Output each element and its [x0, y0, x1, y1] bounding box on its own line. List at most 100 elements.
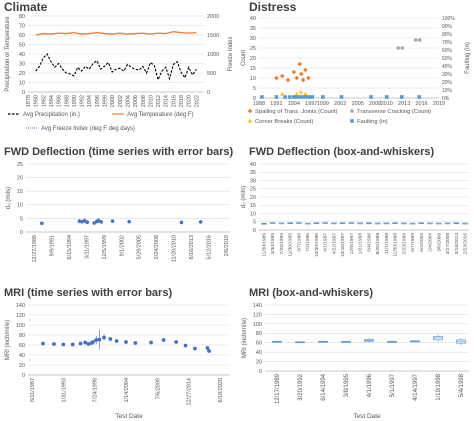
x-tick-label: 2010 [381, 101, 393, 107]
data-point-1 [306, 75, 311, 81]
data-point-2 [413, 38, 418, 42]
x-axis-label: Test Date [115, 413, 143, 420]
distress-chart: 0 5 10 15 20 25 30 35 40 0% 10% 20% 30% 40% 50% 60% 70% 8… [241, 16, 471, 125]
y-tick-label: 40 [250, 16, 256, 22]
x-tick-label: 1994 [87, 95, 93, 107]
y2-axis-label: Freeze Index [228, 36, 234, 71]
fwd-ts-panel: FWD Deflection (time series with error b… [0, 146, 237, 263]
x-tick-label: 9/1/2002 [119, 235, 125, 256]
data-point [127, 219, 131, 224]
data-point-3 [294, 91, 299, 96]
data-point-1 [274, 75, 279, 81]
data-point [174, 340, 179, 344]
x-tick-label: 1/14/2004 [124, 378, 130, 402]
y-tick-label: 15 [250, 66, 256, 72]
data-point [108, 337, 113, 341]
x-tick-label: 2006 [133, 95, 139, 107]
data-point [85, 220, 90, 225]
data-point [99, 220, 103, 224]
x-tick-label: 5/7/1999 [410, 233, 416, 252]
y-tick-label: 40 [250, 162, 256, 168]
data-point-3 [280, 91, 285, 96]
legend-swatch [350, 109, 354, 113]
x-tick-label: 11/30/1998 [393, 233, 399, 257]
y2-tick-label: 0 [207, 90, 210, 96]
y-tick-label: 80 [256, 331, 262, 337]
y-tick-label: 50 [19, 42, 25, 48]
x-tick-label: 2/4/2004 [428, 233, 434, 252]
y-tick-label: 10 [250, 211, 256, 217]
x-tick-label: 3/27/2008 [445, 233, 451, 255]
data-point [207, 349, 211, 353]
x-tick-label: 4/1/1997 [323, 233, 329, 252]
x-tick-label: 3/6/2006 [436, 233, 442, 252]
fwd-box-chart: 0 5 10 15 20 25 30 35 40 11/30/1989 3/30/1995 7/26/… [241, 162, 469, 257]
data-point-1 [299, 71, 304, 77]
x-tick-label: 2002 [118, 95, 124, 107]
data-point [198, 220, 203, 224]
x-tick-label: 11/20/2010 [172, 235, 178, 262]
fwd-ts-chart: 0 5 10 15 20 25 12/27/1988 9/9/1991 6/15/1994 3/1… [6, 162, 230, 263]
data-point [94, 338, 99, 342]
y2-tick-label: 1500 [207, 33, 219, 39]
y-axis-label: d₀ (mils) [241, 186, 247, 208]
data-point-4 [283, 95, 287, 99]
data-point-4 [369, 95, 373, 99]
legend-swatch [247, 118, 253, 123]
x-tick-label: 2018 [179, 95, 185, 107]
y-tick-label: 60 [19, 33, 25, 39]
data-point [110, 219, 115, 223]
x-tick-label: 5/4/1998 [459, 373, 465, 397]
x-tick-label: 6/15/1994 [67, 235, 73, 259]
data-point-4 [297, 95, 302, 99]
x-tick-label: 2008 [141, 95, 147, 107]
data-point-1 [279, 73, 285, 79]
x-tick-label: 2014 [164, 95, 170, 107]
mri-box-chart: 0 20 40 60 80 100 120 140 12/17/1989 3/20/1992 6/1… [242, 303, 469, 420]
mri-box-panel: MRI (box-and-whiskers) 0 20 40 60 80 100 120 14… [237, 287, 474, 421]
data-point [91, 340, 95, 344]
y-axis-label: MRI (inch/mile) [242, 318, 248, 358]
y-tick-label: 0 [20, 230, 23, 236]
legend-swatch [350, 119, 354, 123]
mri-ts-panel: MRI (time series with error bars) 0 20 40 6… [0, 287, 237, 421]
data-point-1 [297, 61, 302, 67]
x-tick-label: 12/5/1999 [102, 235, 108, 259]
y2-tick-label: 100% [442, 16, 455, 22]
data-point-4 [384, 95, 389, 99]
y-tick-label: 0 [253, 96, 256, 102]
data-point-4 [400, 95, 404, 99]
x-tick-label: 1988 [64, 95, 70, 107]
data-point [41, 341, 45, 346]
data-point-4 [339, 95, 344, 99]
y2-tick-label: 30% [442, 72, 453, 78]
y2-tick-label: 50% [442, 56, 453, 62]
mri-ts-chart: 0 20 40 60 80 100 120 140 8/11/1987 1/31/1993 7/24… [5, 303, 230, 420]
data-point-4 [417, 95, 422, 99]
legend-label: Faulting (in) [357, 119, 388, 125]
x-tick-label: 11/30/1995 [288, 233, 294, 257]
y-axis-label: Precipitation or Temperature [5, 16, 11, 92]
x-tick-label: 5/12/2016 [207, 235, 213, 259]
x-tick-label: 1997 [305, 101, 317, 107]
y-tick-label: 0 [259, 369, 262, 375]
y-tick-label: 100 [16, 323, 25, 329]
y-tick-label: 80 [19, 14, 25, 20]
y2-tick-label: 40% [442, 64, 453, 70]
x-tick-label: 3/30/1995 [270, 233, 276, 255]
climate-panel: Climate 0 10 20 30 40 50 60 70 80 0 500 1000 1500 200… [0, 0, 237, 142]
y-tick-label: 30 [250, 178, 256, 184]
data-point-4 [292, 95, 296, 99]
fwd-box-panel: FWD Deflection (box-and-whiskers) 0 5 10 15… [237, 146, 474, 257]
x-tick-label: 7/2/1996 [305, 233, 311, 252]
data-point-4 [294, 95, 299, 99]
climate-title: Climate [4, 0, 48, 14]
y-tick-label: 0 [253, 228, 256, 234]
y-tick-label: 120 [16, 313, 25, 319]
x-tick-label: 11/30/1989 [262, 233, 268, 257]
y-tick-label: 100 [253, 322, 262, 328]
x-tick-label: 2002 [334, 101, 346, 107]
data-point-1 [285, 77, 291, 83]
x-tick-label: 2010 [148, 95, 154, 107]
